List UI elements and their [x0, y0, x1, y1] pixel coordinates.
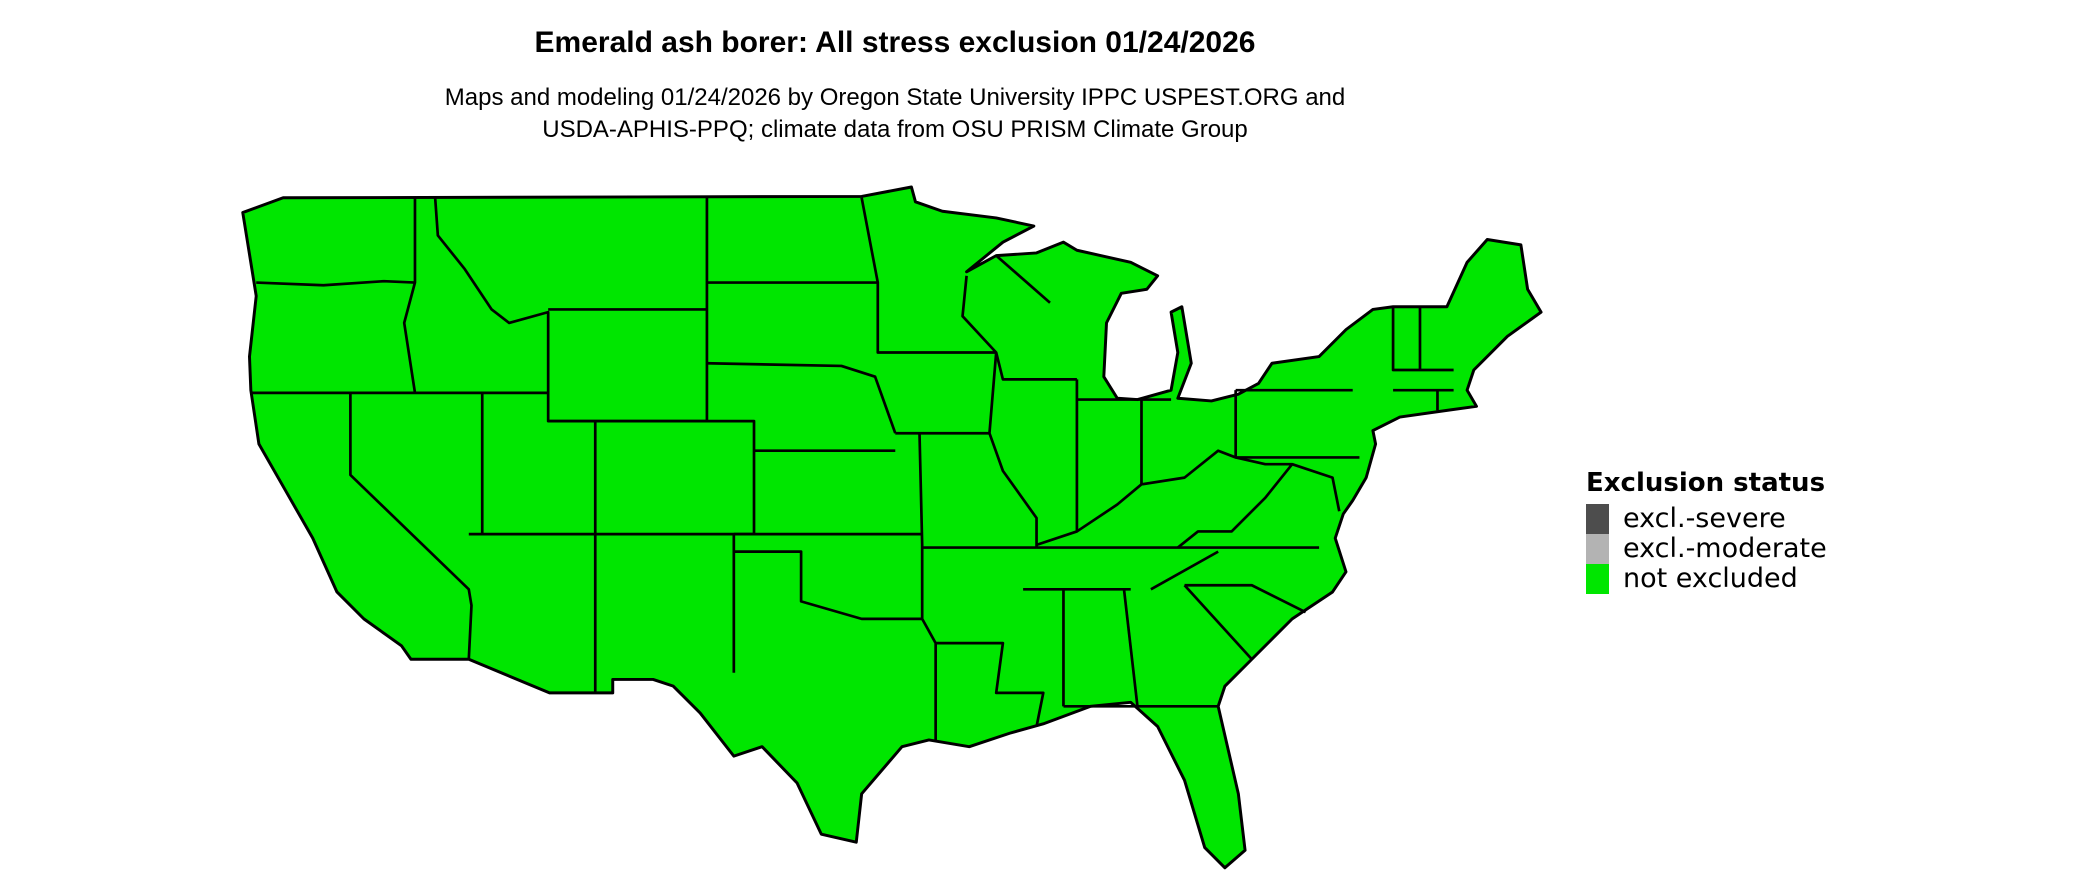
legend-swatch [1586, 504, 1609, 534]
legend-item-severe: excl.-severe [1586, 504, 1827, 534]
legend-item-moderate: excl.-moderate [1586, 534, 1827, 564]
legend-swatch [1586, 564, 1609, 594]
legend-label: excl.-moderate [1623, 533, 1827, 564]
legend-label: not excluded [1623, 563, 1798, 594]
conus-outline [241, 185, 1543, 870]
legend-title: Exclusion status [1586, 468, 1826, 498]
legend-item-not-excluded: not excluded [1586, 564, 1827, 594]
legend-label: excl.-severe [1623, 503, 1786, 534]
us-states [241, 185, 1543, 870]
legend-swatch [1586, 534, 1609, 564]
map-subtitle-line1: Maps and modeling 01/24/2026 by Oregon S… [444, 84, 1346, 111]
map-subtitle-line2: USDA-APHIS-PPQ; climate data from OSU PR… [542, 116, 1248, 143]
map-title: Emerald ash borer: All stress exclusion … [534, 26, 1256, 59]
state-borders [250, 197, 1454, 740]
legend: Exclusion status excl.-severe excl.-mode… [1586, 468, 1827, 594]
